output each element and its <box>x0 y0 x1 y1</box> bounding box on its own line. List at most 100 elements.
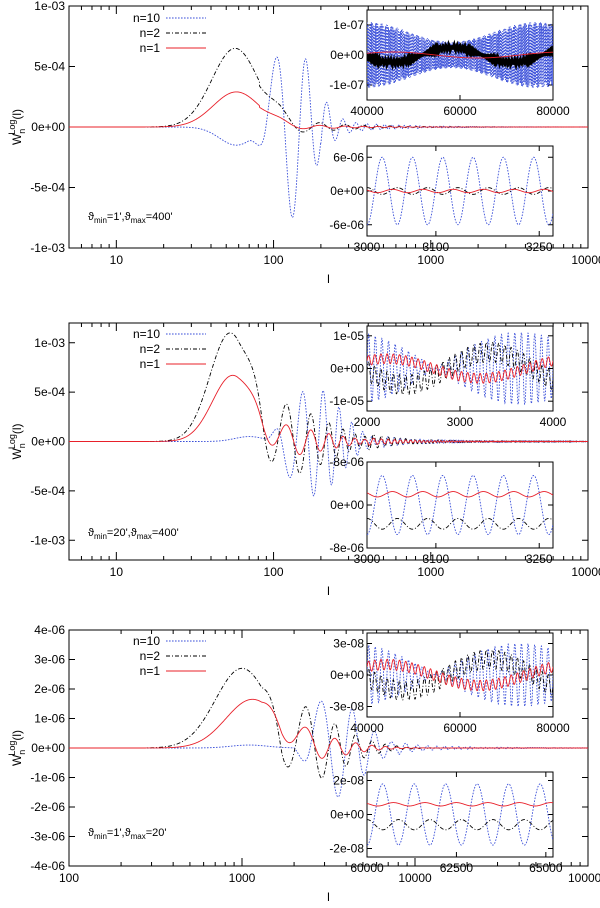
y-tick-label: 2e-06 <box>34 682 65 696</box>
inset-x-tick-label: 3000 <box>354 240 381 254</box>
x-axis-label: l <box>327 584 330 598</box>
inset-x-tick-label: 40000 <box>350 721 384 735</box>
annotation-part: =1', <box>107 211 125 223</box>
y-tick-label: -4e-06 <box>30 859 65 873</box>
inset-series-line-n2 <box>367 517 553 530</box>
inset-series-line-n2 <box>367 39 553 71</box>
inset-y-tick-label: -8e-06 <box>329 455 364 469</box>
y-label-base: W <box>10 133 24 145</box>
legend-label: n=1 <box>140 664 161 678</box>
x-tick-label: 100 <box>264 565 284 579</box>
parameter-annotation: ϑmin=20',ϑmax=400' <box>88 527 179 541</box>
x-tick-label: 100000 <box>568 871 600 885</box>
parameter-annotation: ϑmin=1',ϑmax=20' <box>88 827 167 841</box>
x-tick-label: 1000 <box>417 565 444 579</box>
inset-y-tick-label: 2e-08 <box>333 774 364 788</box>
x-tick-label: 1000 <box>417 253 444 267</box>
inset-series-line-n10 <box>367 642 553 708</box>
y-label-arg: (l) <box>10 423 24 434</box>
x-tick-label: 10000 <box>571 565 600 579</box>
y-tick-label: -5e-04 <box>30 181 65 195</box>
inset-y-tick-label: 1e-05 <box>333 329 364 343</box>
y-tick-label: -3e-06 <box>30 830 65 844</box>
y-tick-label: -1e-03 <box>30 533 65 547</box>
inset-series <box>367 331 553 406</box>
y-label-sup: Log <box>7 120 17 135</box>
inset-series <box>367 156 553 226</box>
series-line-n1 <box>69 374 588 456</box>
inset-series-line-n1 <box>367 491 553 498</box>
inset-series-line-n2 <box>367 819 553 831</box>
legend-label: n=10 <box>133 11 160 25</box>
inset-x-tick-label: 3100 <box>423 552 450 566</box>
inset-y-tick-label: -3e-08 <box>329 700 364 714</box>
legend-label: n=10 <box>133 634 160 648</box>
inset-series-line-n2 <box>367 187 553 195</box>
y-label-base: W <box>10 448 24 460</box>
inset-series-line-n1 <box>367 188 553 194</box>
y-label-sub: n <box>17 750 27 755</box>
inset-x-tick-label: 60000 <box>443 104 477 118</box>
annotation-part: ϑ <box>88 527 94 539</box>
y-tick-label: 0e+00 <box>31 435 65 449</box>
y-tick-label: -5e-04 <box>30 484 65 498</box>
inset-series-line-n10 <box>367 331 553 406</box>
inset-x-tick-label: 3000 <box>354 552 381 566</box>
inset-x-tick-label: 3250 <box>526 240 553 254</box>
inset-y-tick-label: -6e-06 <box>329 218 364 232</box>
inset-series-line-n1 <box>367 802 553 807</box>
inset-y-tick-label: -1e-05 <box>329 394 364 408</box>
y-tick-label: 0e+00 <box>31 120 65 134</box>
inset-1: -1e-05 0e+00 1e-05 2000 3000 4000 <box>329 325 567 429</box>
inset-x-tick-label: 80000 <box>536 721 570 735</box>
legend-label: n=2 <box>140 26 161 40</box>
inset-x-tick-label: 3250 <box>526 552 553 566</box>
inset-y-tick-label: -2e-08 <box>329 842 364 856</box>
y-tick-label: 1e-03 <box>34 336 65 350</box>
x-tick-label: 100 <box>59 871 79 885</box>
inset-y-tick-label: -1e-07 <box>329 78 364 92</box>
inset-x-tick-label: 65000 <box>529 861 563 875</box>
inset-series-line-n1 <box>367 353 553 384</box>
inset-series-line-n10 <box>367 474 553 536</box>
inset-y-tick-label: 0e+00 <box>330 498 364 512</box>
series-line-n1 <box>69 91 588 130</box>
series-line-n1 <box>69 698 588 759</box>
x-axis-label: l <box>327 890 330 904</box>
x-tick-label: 1000 <box>229 871 256 885</box>
y-tick-label: 1e-03 <box>34 0 65 13</box>
annotation-part: =400' <box>152 527 179 539</box>
y-tick-label: 0e+00 <box>31 741 65 755</box>
inset-x-tick-label: 40000 <box>350 104 384 118</box>
panel-middle: -1e-03 -5e-04 0e+00 5e-04 1e-03 10 100 1000 1000… <box>7 322 600 598</box>
inset-x-tick-label: 3100 <box>423 240 450 254</box>
y-label-sub: n <box>17 443 27 448</box>
legend: n=10n=2n=1 <box>133 634 206 678</box>
legend: n=10n=2n=1 <box>133 11 206 55</box>
series-group <box>69 667 588 798</box>
inset-y-tick-label: 0e+00 <box>330 668 364 682</box>
annotation-part: =1', <box>107 827 125 839</box>
inset-2: -6e-06 0e+00 6e-06 3000 3100 3250 <box>329 145 554 254</box>
inset-y-tick-label: -8e-06 <box>329 541 364 555</box>
y-label-base: W <box>10 754 24 766</box>
inset-y-tick-label: 3e-08 <box>333 637 364 651</box>
panel-top: -1e-03 -5e-04 0e+00 5e-04 1e-03 10 100 1000 1000… <box>7 0 600 286</box>
inset-1: -3e-08 0e+00 3e-08 40000 60000 80000 <box>329 632 570 735</box>
y-tick-label: 5e-04 <box>34 60 65 74</box>
inset-1: -1e-07 0e+00 1e-07 40000 60000 80000 <box>329 9 570 118</box>
inset-y-tick-label: 0e+00 <box>330 362 364 376</box>
annotation-part: =20', <box>107 527 131 539</box>
inset-series-line-n2 <box>367 649 553 701</box>
panel-bottom: -4e-06 -3e-06 -2e-06 -1e-06 0e+00 1e-06 2e-06 3… <box>7 623 600 904</box>
inset-series-line-n10 <box>367 156 553 226</box>
inset-series-line-n1 <box>367 51 553 59</box>
y-tick-label: 1e-06 <box>34 712 65 726</box>
annotation-part: max <box>131 832 146 841</box>
y-tick-label: 3e-06 <box>34 653 65 667</box>
annotation-part: =20' <box>146 827 167 839</box>
y-label-sup: Log <box>7 434 17 449</box>
inset-series-line-n1 <box>367 658 553 692</box>
legend-label: n=2 <box>140 342 161 356</box>
